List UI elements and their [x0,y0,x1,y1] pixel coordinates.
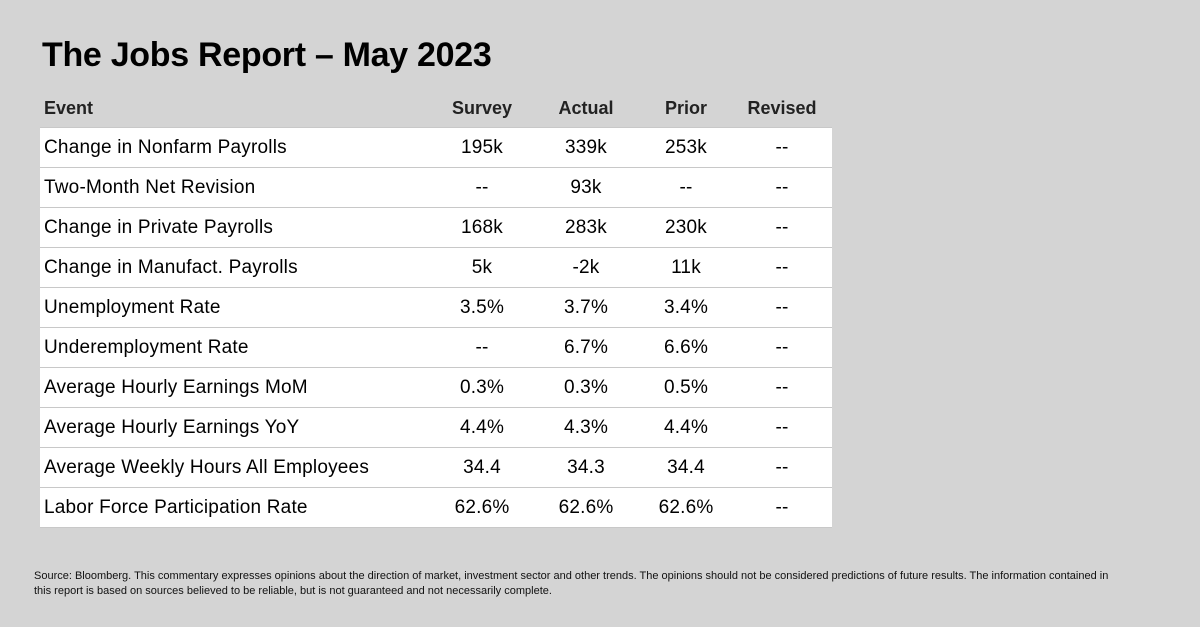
event-cell: Average Weekly Hours All Employees [44,456,370,478]
event-cell: Change in Manufact. Payrolls [44,256,298,278]
revised-cell: -- [775,136,789,158]
table-row: Underemployment Rate -- 6.7% 6.6% -- [40,327,832,367]
table-row: Average Hourly Earnings YoY 4.4% 4.3% 4.4% -… [40,407,832,447]
survey-cell: 195k [460,136,503,158]
actual-cell: 283k [564,216,607,238]
prior-cell: 62.6% [658,496,714,518]
survey-cell: 34.4 [463,456,501,478]
actual-cell: 3.7% [563,296,609,318]
revised-cell: -- [775,456,789,478]
event-cell: Unemployment Rate [44,296,221,318]
survey-cell: 0.3% [459,376,505,398]
header-prior: Prior [664,98,707,118]
event-cell: Average Hourly Earnings MoM [44,376,308,398]
revised-cell: -- [775,216,789,238]
prior-cell: 4.4% [663,416,709,438]
actual-cell: 339k [564,136,607,158]
table-row: Change in Nonfarm Payrolls 195k 339k 253k -- [40,127,832,167]
header-event: Event [44,98,94,118]
prior-cell: 253k [664,136,707,158]
table-row: Labor Force Participation Rate 62.6% 62.6%… [40,487,832,527]
jobs-table: Event Survey Actual Prior Revised Change… [40,90,832,528]
survey-cell: 62.6% [454,496,510,518]
header-survey: Survey [451,98,513,118]
table-header: Event Survey Actual Prior Revised [40,90,832,127]
revised-cell: -- [775,296,789,318]
event-cell: Change in Private Payrolls [44,216,274,238]
prior-cell: 6.6% [663,336,709,358]
revised-cell: -- [775,176,789,198]
prior-cell: 3.4% [663,296,709,318]
revised-cell: -- [775,376,789,398]
revised-cell: -- [775,496,789,518]
actual-cell: 6.7% [563,336,609,358]
event-cell: Average Hourly Earnings YoY [44,416,300,438]
table-row: Unemployment Rate 3.5% 3.7% 3.4% -- [40,287,832,327]
header-revised: Revised [747,98,817,118]
table-row: Average Hourly Earnings MoM 0.3% 0.3% 0.5% -… [40,367,832,407]
actual-cell: 93k [570,176,602,198]
survey-cell: -- [475,336,489,358]
event-cell: Underemployment Rate [44,336,249,358]
event-cell: Labor Force Participation Rate [44,496,308,518]
page-title: The Jobs Report – May 2023 [42,36,492,74]
source-footnote: Source: Bloomberg. This commentary expre… [34,570,1109,597]
table-row: Change in Manufact. Payrolls 5k -2k 11k -- [40,247,832,287]
table-row: Two-Month Net Revision -- 93k -- -- [40,167,832,207]
survey-cell: 4.4% [459,416,505,438]
actual-cell: 34.3 [567,456,605,478]
prior-cell: 230k [664,216,707,238]
revised-cell: -- [775,336,789,358]
prior-cell: 34.4 [667,456,705,478]
survey-cell: 3.5% [459,296,505,318]
actual-cell: 4.3% [563,416,609,438]
event-cell: Two-Month Net Revision [44,176,256,198]
table-row: Average Weekly Hours All Employees 34.4 34… [40,447,832,487]
revised-cell: -- [775,416,789,438]
table-row: Change in Private Payrolls 168k 283k 230k -- [40,207,832,247]
actual-cell: -2k [572,256,600,278]
event-cell: Change in Nonfarm Payrolls [44,136,287,158]
survey-cell: -- [475,176,489,198]
survey-cell: 168k [460,216,503,238]
survey-cell: 5k [471,256,493,278]
prior-cell: 0.5% [663,376,709,398]
actual-cell: 0.3% [563,376,609,398]
prior-cell: 11k [671,256,701,278]
table-body: Change in Nonfarm Payrolls 195k 339k 253k --… [40,127,832,528]
prior-cell: -- [679,176,693,198]
header-actual: Actual [558,98,614,118]
revised-cell: -- [775,256,789,278]
actual-cell: 62.6% [558,496,614,518]
